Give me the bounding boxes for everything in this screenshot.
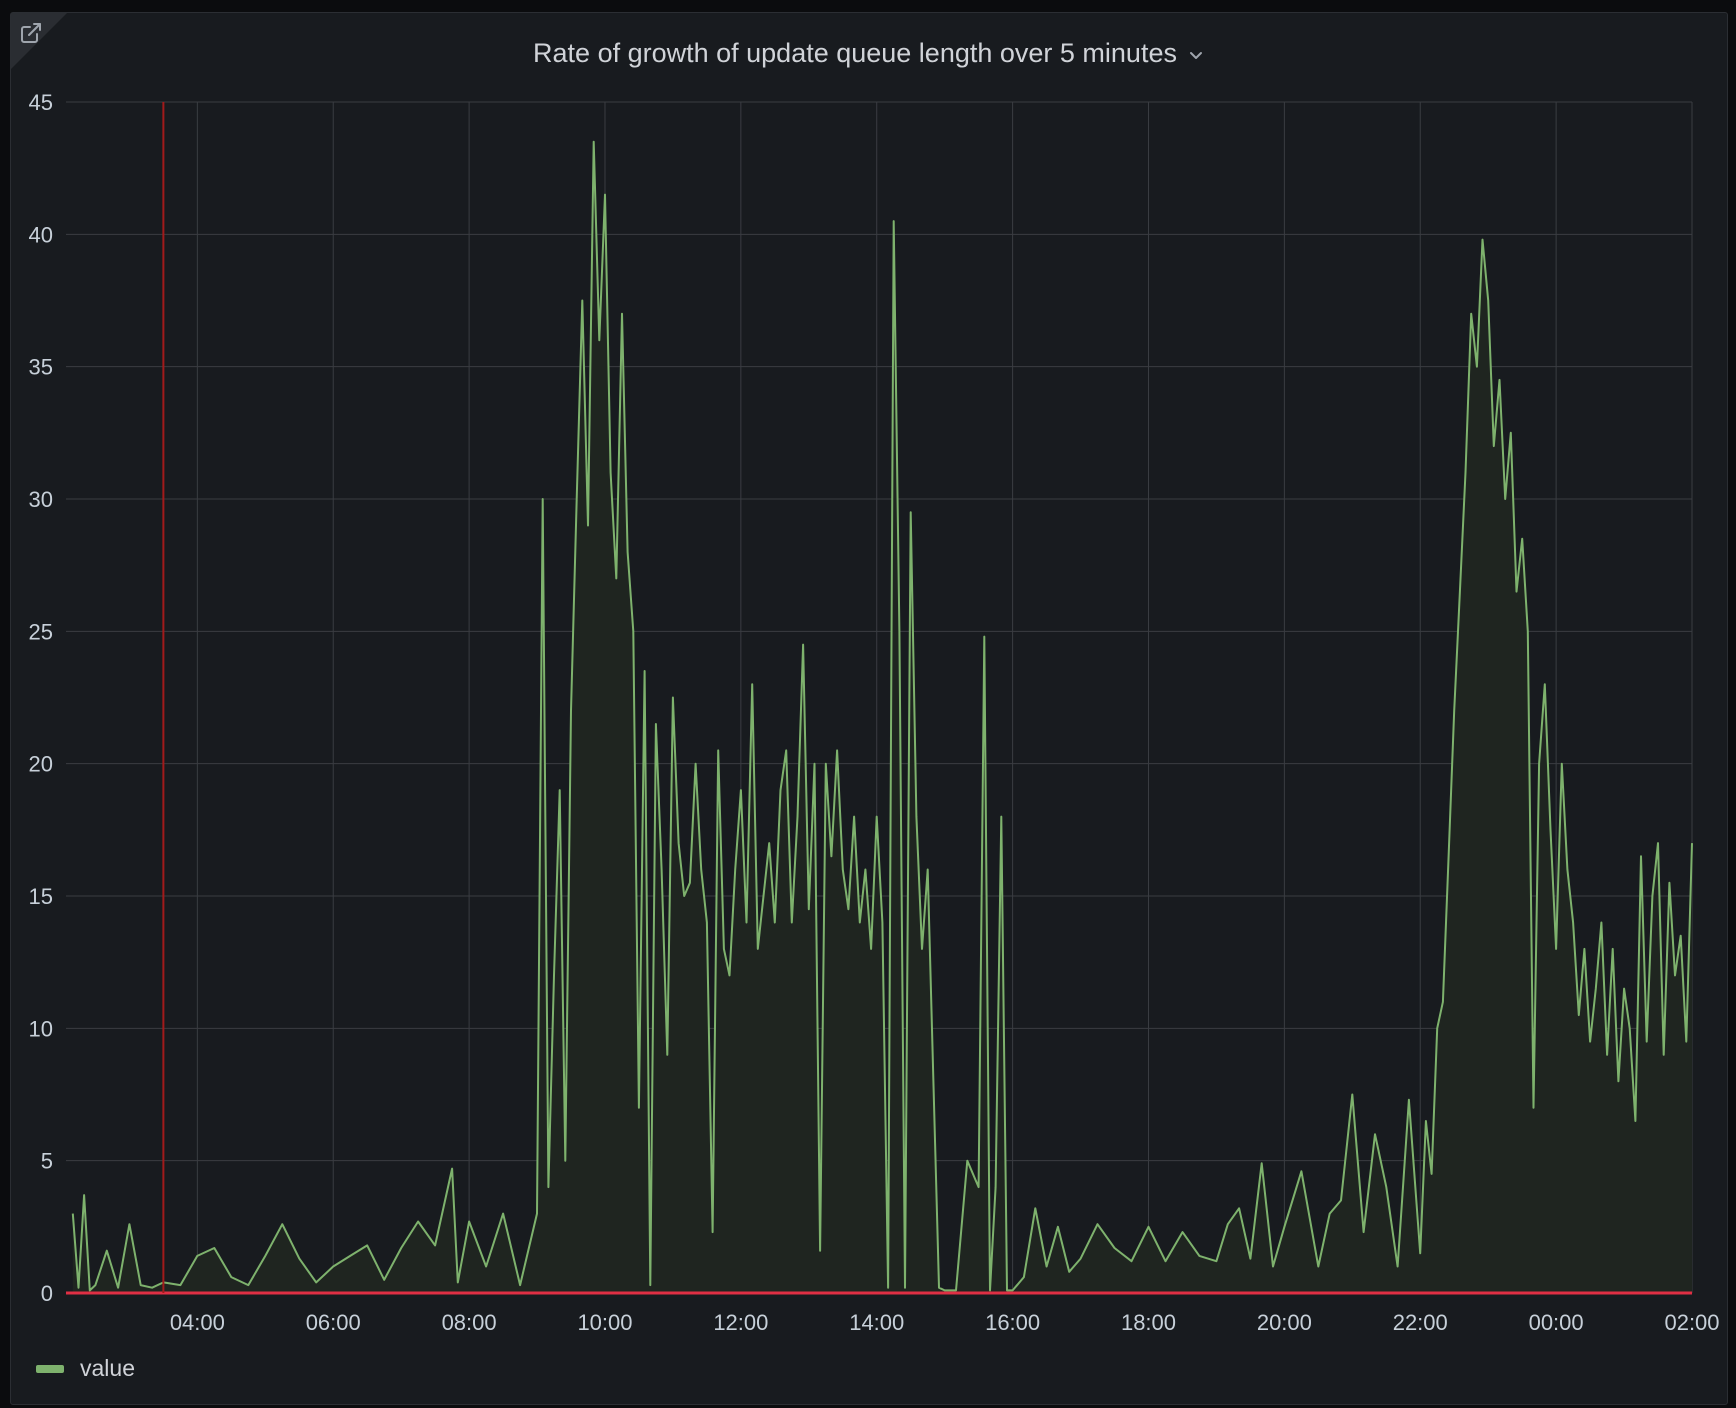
panel-corner bbox=[11, 13, 67, 69]
y-tick-label: 30 bbox=[29, 487, 53, 512]
y-tick-label: 5 bbox=[41, 1149, 53, 1174]
x-tick-label: 02:00 bbox=[1664, 1310, 1719, 1335]
panel-title-menu[interactable]: Rate of growth of update queue length ov… bbox=[533, 35, 1205, 71]
x-tick-label: 08:00 bbox=[442, 1310, 497, 1335]
y-tick-label: 40 bbox=[29, 222, 53, 247]
y-tick-label: 10 bbox=[29, 1016, 53, 1041]
y-tick-label: 35 bbox=[29, 355, 53, 380]
panel-title: Rate of growth of update queue length ov… bbox=[533, 38, 1177, 68]
x-tick-label: 22:00 bbox=[1393, 1310, 1448, 1335]
y-tick-label: 0 bbox=[41, 1281, 53, 1306]
legend-label: value bbox=[80, 1355, 135, 1381]
y-tick-label: 25 bbox=[29, 619, 53, 644]
panel-header: Rate of growth of update queue length ov… bbox=[11, 35, 1727, 71]
x-tick-label: 16:00 bbox=[985, 1310, 1040, 1335]
external-link-icon[interactable] bbox=[19, 21, 43, 45]
x-tick-label: 04:00 bbox=[170, 1310, 225, 1335]
x-tick-label: 00:00 bbox=[1529, 1310, 1584, 1335]
x-tick-label: 10:00 bbox=[577, 1310, 632, 1335]
legend-item-value[interactable]: value bbox=[36, 1355, 135, 1382]
legend-swatch bbox=[36, 1364, 64, 1373]
chevron-down-icon bbox=[1189, 52, 1202, 59]
chart-axes: 0 5 10 15 20 25 30 35 40 45 04:00 06:00 08:00 10:00 12… bbox=[29, 90, 1720, 1335]
y-tick-label: 15 bbox=[29, 884, 53, 909]
series-area-value bbox=[72, 141, 1692, 1294]
y-tick-label: 45 bbox=[29, 90, 53, 115]
x-tick-label: 18:00 bbox=[1121, 1310, 1176, 1335]
y-tick-label: 20 bbox=[29, 752, 53, 777]
x-tick-label: 12:00 bbox=[713, 1310, 768, 1335]
series-line-value bbox=[71, 140, 1693, 1292]
chart-marks bbox=[66, 102, 1693, 1295]
x-tick-label: 20:00 bbox=[1257, 1310, 1312, 1335]
x-tick-label: 14:00 bbox=[849, 1310, 904, 1335]
x-tick-label: 06:00 bbox=[306, 1310, 361, 1335]
